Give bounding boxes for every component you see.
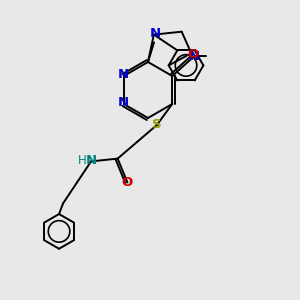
Text: N: N (118, 97, 129, 110)
Text: O: O (122, 176, 133, 189)
Text: S: S (152, 118, 162, 131)
Text: N: N (188, 50, 200, 63)
Text: N: N (85, 154, 97, 167)
Text: N: N (118, 68, 129, 82)
Text: N: N (149, 27, 161, 40)
Text: O: O (188, 48, 199, 61)
Text: H: H (78, 154, 87, 167)
